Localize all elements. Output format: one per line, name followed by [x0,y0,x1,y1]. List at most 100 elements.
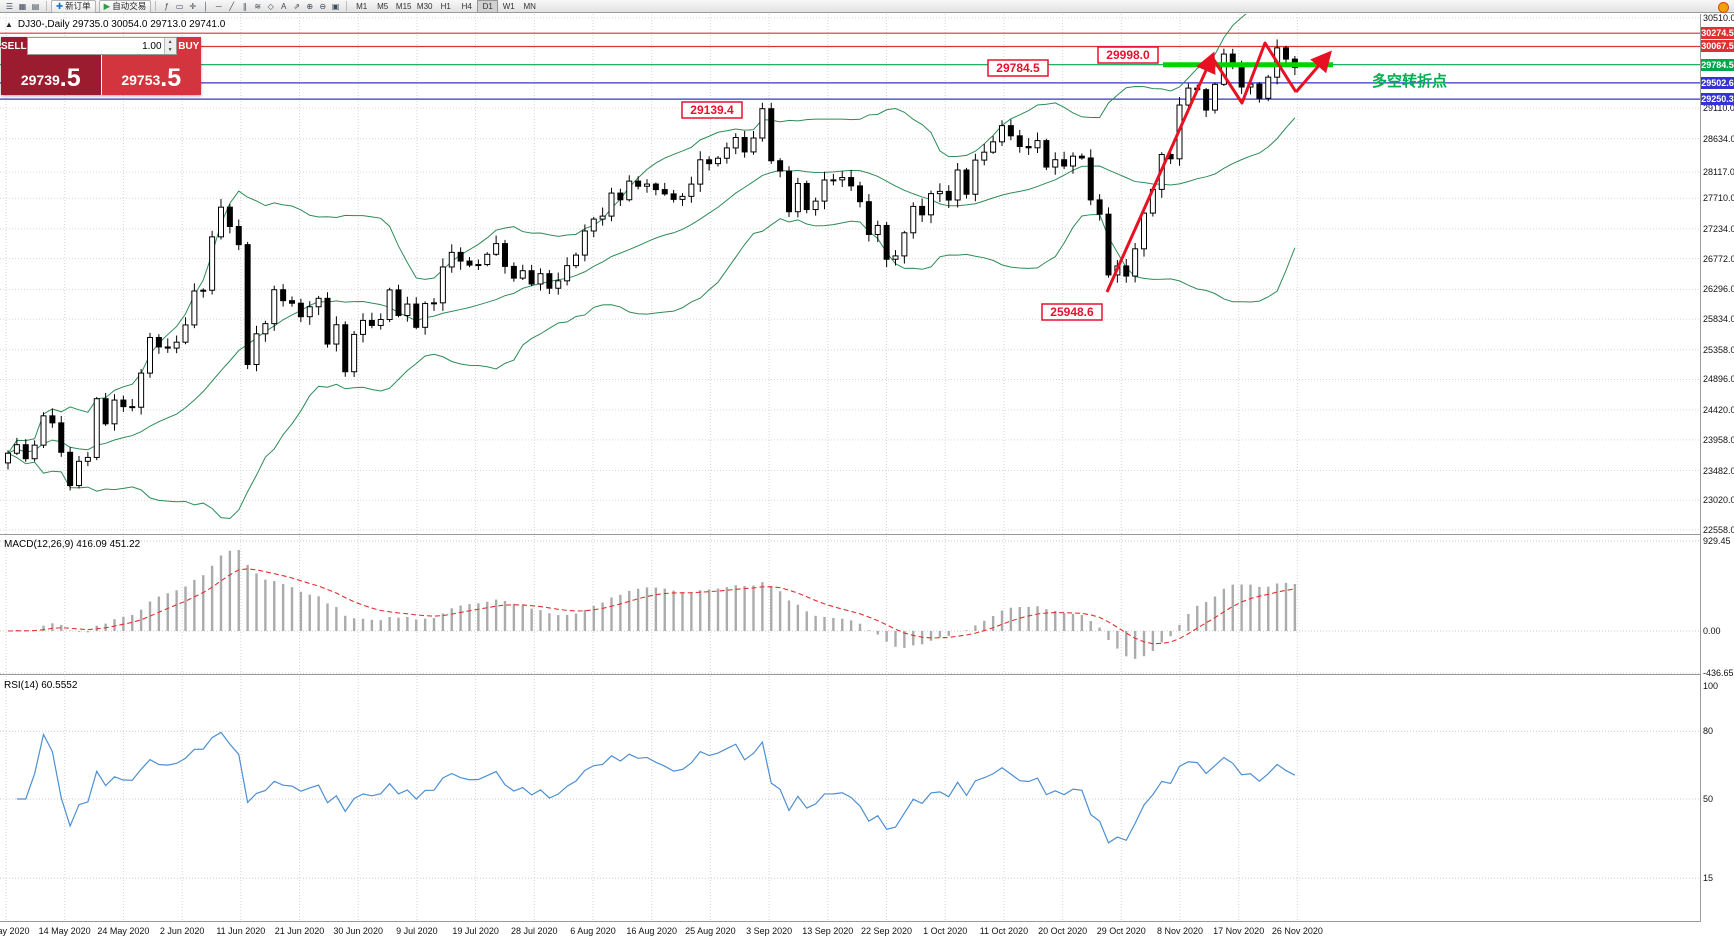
sell-price-button[interactable]: 29739.5 [1,55,101,95]
trend-arrows [1105,41,1332,293]
timeframe-button-h4[interactable]: H4 [461,1,472,11]
date-label: 13 Sep 2020 [802,926,854,936]
price-axis-label: 30510.0 [1703,13,1734,23]
main-grid [0,14,1700,534]
date-label: 25 Aug 2020 [685,926,736,936]
volume-down-button[interactable]: ▼ [164,46,176,54]
horizontal-line-icon[interactable]: ─ [215,1,222,11]
vertical-line-icon[interactable]: │ [203,1,209,11]
toolbar-separator [46,1,47,11]
volume-input[interactable] [27,39,164,53]
price-flags: 29998.0 29784.5 29139.4 25948.6 [681,46,1159,321]
crosshair-icon[interactable]: ✛ [189,1,197,11]
cursor-icon[interactable]: ▭ [175,1,184,11]
macd-panel[interactable] [0,536,1700,674]
macd-grid [0,536,1700,674]
symbol-marker-icon: ▲ [5,20,13,29]
price-axis-label: 25358.0 [1703,344,1734,355]
timeframe-button-mn[interactable]: MN [523,1,536,11]
new-order-button[interactable]: ✚ 新订单 [51,0,96,13]
timeframe-button-w1[interactable]: W1 [502,1,515,11]
date-label: 11 Jun 2020 [216,926,266,936]
text-icon[interactable]: A [281,1,287,11]
buy-button[interactable]: BUY [176,37,201,55]
date-label: 22 Sep 2020 [860,926,913,936]
macd-signal-line [7,568,1295,645]
timeframe-button-m5[interactable]: M5 [377,1,389,11]
price-axis-label: 26296.0 [1703,284,1734,295]
zoom-out-icon[interactable]: ⊖ [319,1,327,11]
zoom-in-icon[interactable]: ⊕ [306,1,314,11]
plus-icon: ✚ [56,0,64,11]
turning-point-label: 多空转折点 [1372,72,1447,90]
top-toolbar: ☰ ▦ ▤ ✚ 新订单 ▶ 自动交易 ƒ ▭ ✛ │ ─ ╱ ∥ ≋ ◇ A ⇗ ⊕ ⊖ ▣ M1 M5 M15 M… [0,0,1734,13]
price-tag: 30067.5 [1701,40,1734,53]
timeframe-button-m1[interactable]: M1 [356,1,368,11]
one-click-trade-panel: SELL ▲ ▼ BUY 29739.5 29753.5 [1,37,201,95]
macd-axis-label: -436.65 [1703,668,1734,679]
panel-separator [0,921,1700,922]
indicators-icon[interactable]: ƒ [164,1,169,11]
timeframe-button-h1[interactable]: H1 [440,1,451,11]
rsi-axis-label: 50 [1703,794,1714,804]
channel-icon[interactable]: ∥ [242,1,247,11]
sell-price-int: 29739 [20,72,60,88]
price-axis-label: 23482.0 [1703,465,1734,476]
price-tag: 30274.5 [1701,27,1734,40]
shapes-icon[interactable]: ◇ [267,1,274,11]
horizontal-level-lines [0,32,1700,100]
date-label: 26 Nov 2020 [1271,926,1323,936]
timeframe-button-m15[interactable]: M15 [395,1,412,11]
arrow-tool-icon[interactable]: ⇗ [293,1,301,11]
rsi-line [16,731,1296,844]
svg-text:29998.0: 29998.0 [1106,48,1150,62]
chart-window-icon[interactable]: ▦ [18,1,27,11]
tile-windows-icon[interactable]: ▣ [331,1,340,11]
new-order-label: 新订单 [65,1,91,11]
macd-title: MACD(12,26,9) 416.09 451.22 [4,539,141,550]
volume-up-button[interactable]: ▲ [164,38,176,46]
rsi-axis-label: 80 [1703,726,1714,737]
account-status-icon[interactable] [1718,2,1729,13]
price-axis-label: 27710.0 [1703,193,1734,204]
price-axis[interactable]: 30510.0 29110.0 28634.0 28117.0 27710.0 27234… [1700,13,1734,922]
price-axis-label: 23020.0 [1703,495,1734,506]
price-axis-label: 27234.0 [1703,223,1734,234]
buy-price-button[interactable]: 29753.5 [101,55,201,95]
macd-histogram [15,550,1297,659]
price-axis-label: 26772.0 [1703,253,1734,264]
price-tag: 29502.6 [1701,76,1734,89]
timeframe-button-m30[interactable]: M30 [416,1,433,11]
date-label: 9 Jul 2020 [396,926,438,936]
rsi-panel[interactable] [0,676,1700,921]
price-axis-label: 24896.0 [1703,374,1734,385]
buy-price-frac: .5 [160,64,182,92]
date-axis[interactable]: 4 May 2020 14 May 2020 24 May 2020 2 Jun 20… [0,922,1700,942]
date-label: 30 Jun 2020 [333,926,383,936]
symbol-info-bar: ▲ DJ30-,Daily 29735.0 30054.0 29713.0 29… [5,19,225,30]
date-label: 16 Aug 2020 [626,926,677,936]
panel-separator [0,674,1700,675]
date-label: 2 Jun 2020 [159,926,205,936]
buy-price-int: 29753 [121,72,161,88]
fibonacci-icon[interactable]: ≋ [254,1,262,11]
profile-icon[interactable]: ▤ [31,1,40,11]
price-chart[interactable]: 29998.0 29784.5 29139.4 25948.6 多空转折点 [0,14,1700,534]
timeframe-button-d1[interactable]: D1 [477,0,499,13]
macd-axis-label: 929.45 [1703,536,1731,547]
play-icon: ▶ [103,0,111,11]
trendline-icon[interactable]: ╱ [229,1,235,11]
auto-trading-button[interactable]: ▶ 自动交易 [98,0,152,13]
date-label: 17 Nov 2020 [1213,926,1265,936]
price-axis-label: 25834.0 [1703,314,1734,325]
sell-button[interactable]: SELL [1,37,27,55]
rsi-axis-label: 15 [1703,873,1714,884]
date-label: 6 Aug 2020 [570,926,616,936]
volume-box: ▲ ▼ [26,37,177,55]
panel-separator [0,534,1700,535]
date-label: 24 May 2020 [97,926,150,936]
price-axis-label: 23958.0 [1703,434,1734,445]
menu-icon[interactable]: ☰ [5,1,14,11]
date-label: 14 May 2020 [38,926,91,936]
macd-axis-label: 0.00 [1703,626,1721,636]
